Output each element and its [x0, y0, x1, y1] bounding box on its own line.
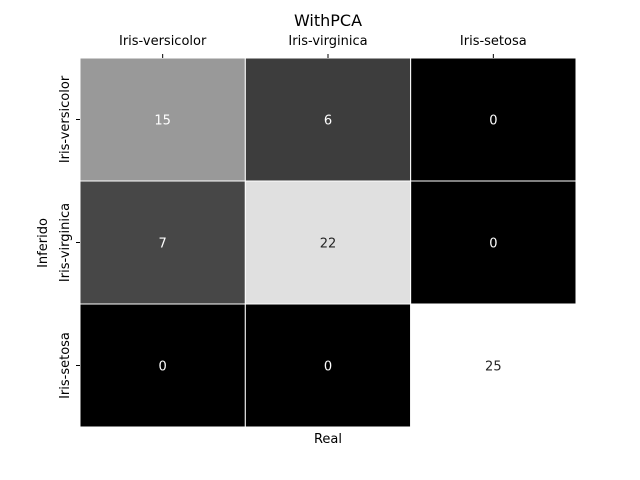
heatmap-cell [79, 180, 246, 305]
heatmap-cell [410, 303, 577, 428]
heatmap-cell-value: 0 [489, 237, 497, 252]
heatmap-cells [79, 57, 577, 428]
heatmap-cell-labels: 15 6 0 7 22 0 0 0 25 [154, 114, 501, 375]
heatmap-cell-value: 7 [159, 237, 167, 252]
y-tick-label: Iris-virginica [58, 203, 73, 282]
heatmap-cell-value: 22 [320, 237, 337, 252]
heatmap-cell-value: 0 [489, 114, 497, 129]
x-tick-label: Iris-virginica [288, 34, 367, 49]
x-axis-label: Real [314, 432, 342, 447]
heatmap-cell-value: 0 [159, 360, 167, 375]
heatmap-cell-value: 25 [485, 360, 502, 375]
x-tick-label: Iris-versicolor [119, 34, 207, 49]
heatmap-cell-value: 6 [324, 114, 332, 129]
x-axis-ticks: Iris-versicolor Iris-virginica Iris-setosa [119, 34, 527, 58]
heatmap-cell [79, 303, 246, 428]
heatmap-cell-value: 15 [154, 114, 171, 129]
y-tick-label: Iris-setosa [58, 332, 73, 399]
chart-title: WithPCA [294, 11, 362, 30]
heatmap-cell [244, 303, 412, 428]
y-axis-ticks: Iris-versicolor Iris-virginica Iris-setosa [58, 75, 80, 399]
y-tick-label: Iris-versicolor [58, 75, 73, 163]
heatmap-cell [79, 57, 246, 182]
x-tick-label: Iris-setosa [460, 34, 527, 49]
heatmap-cell-value: 0 [324, 360, 332, 375]
y-axis-label: Inferido [36, 218, 51, 268]
heatmap-cell [410, 57, 577, 182]
